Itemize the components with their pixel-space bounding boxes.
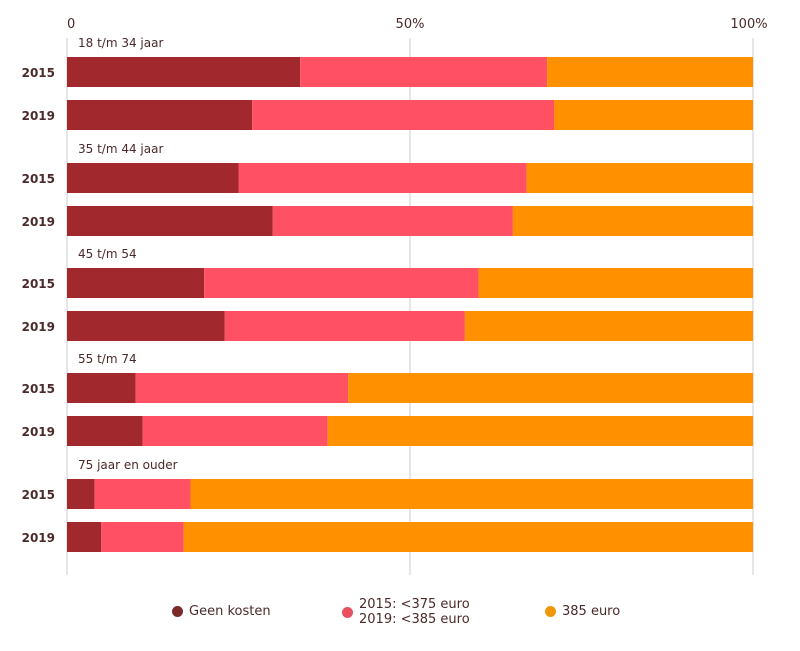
bar-segment	[101, 522, 184, 552]
legend-dot-icon	[545, 606, 556, 617]
legend-dot-icon	[172, 606, 183, 617]
bar-segment	[67, 163, 239, 193]
x-tick-label: 100%	[730, 17, 767, 32]
bar-segment	[348, 373, 753, 403]
bar-segment	[327, 416, 753, 446]
bar-segment	[526, 163, 753, 193]
legend-item-385-euro: 385 euro	[545, 604, 620, 619]
bar-segment	[272, 206, 513, 236]
bar-segment	[478, 268, 753, 298]
year-label: 2019	[22, 320, 55, 334]
x-tick-label: 0	[67, 17, 75, 32]
year-label: 2019	[22, 531, 55, 545]
bar-segment	[547, 57, 753, 87]
bar-segment	[67, 522, 102, 552]
bar-segment	[67, 100, 253, 130]
group-label-bg	[68, 140, 208, 154]
year-label: 2015	[22, 66, 55, 80]
year-label: 2015	[22, 488, 55, 502]
bar-segment	[135, 373, 349, 403]
bar-segment	[67, 57, 301, 87]
group-label-bg	[68, 350, 208, 364]
bar-segment	[252, 100, 555, 130]
bar-segment	[94, 479, 191, 509]
bar-segment	[67, 416, 143, 446]
bar-segment	[67, 373, 136, 403]
legend-label: 2019: <385 euro	[359, 612, 470, 627]
group-label-bg	[68, 456, 208, 470]
group-label: 55 t/m 74	[78, 352, 137, 366]
legend-label: 385 euro	[562, 604, 621, 619]
year-label: 2019	[22, 109, 55, 123]
legend-item-geen-kosten: Geen kosten	[172, 604, 271, 619]
stacked-bar-chart: 0 50% 100% 18 t/m 34 jaar 2015 2019 35 t/m 44 …	[22, 17, 768, 575]
bar-segment	[67, 479, 95, 509]
legend-dot-icon	[342, 606, 353, 618]
bar-segment	[512, 206, 753, 236]
bar-segment	[224, 311, 465, 341]
year-label: 2019	[22, 215, 55, 229]
bar-segment	[142, 416, 328, 446]
bar-segment	[190, 479, 754, 509]
year-label: 2015	[22, 172, 55, 186]
group-label: 35 t/m 44 jaar	[78, 142, 163, 156]
group-label: 45 t/m 54	[78, 247, 137, 261]
bar-segment	[67, 268, 205, 298]
bar-segment	[67, 311, 225, 341]
bar-segment	[183, 522, 753, 552]
group-label-bg	[68, 245, 208, 259]
year-label: 2015	[22, 382, 55, 396]
bar-segment	[204, 268, 479, 298]
group-label: 18 t/m 34 jaar	[78, 36, 163, 50]
bar-segment	[238, 163, 527, 193]
x-tick-label: 50%	[396, 17, 425, 32]
group-label-bg	[68, 34, 208, 48]
legend-label: 2015: <375 euro	[359, 597, 470, 612]
bar-segment	[67, 206, 273, 236]
group-label: 75 jaar en ouder	[78, 458, 178, 472]
legend-label: Geen kosten	[189, 604, 271, 619]
year-label: 2019	[22, 425, 55, 439]
bar-segment	[300, 57, 548, 87]
legend-item-lower-tariff: 2015: <375 euro 2019: <385 euro	[342, 597, 470, 627]
year-label: 2015	[22, 277, 55, 291]
bar-segment	[464, 311, 753, 341]
bar-segment	[554, 100, 753, 130]
